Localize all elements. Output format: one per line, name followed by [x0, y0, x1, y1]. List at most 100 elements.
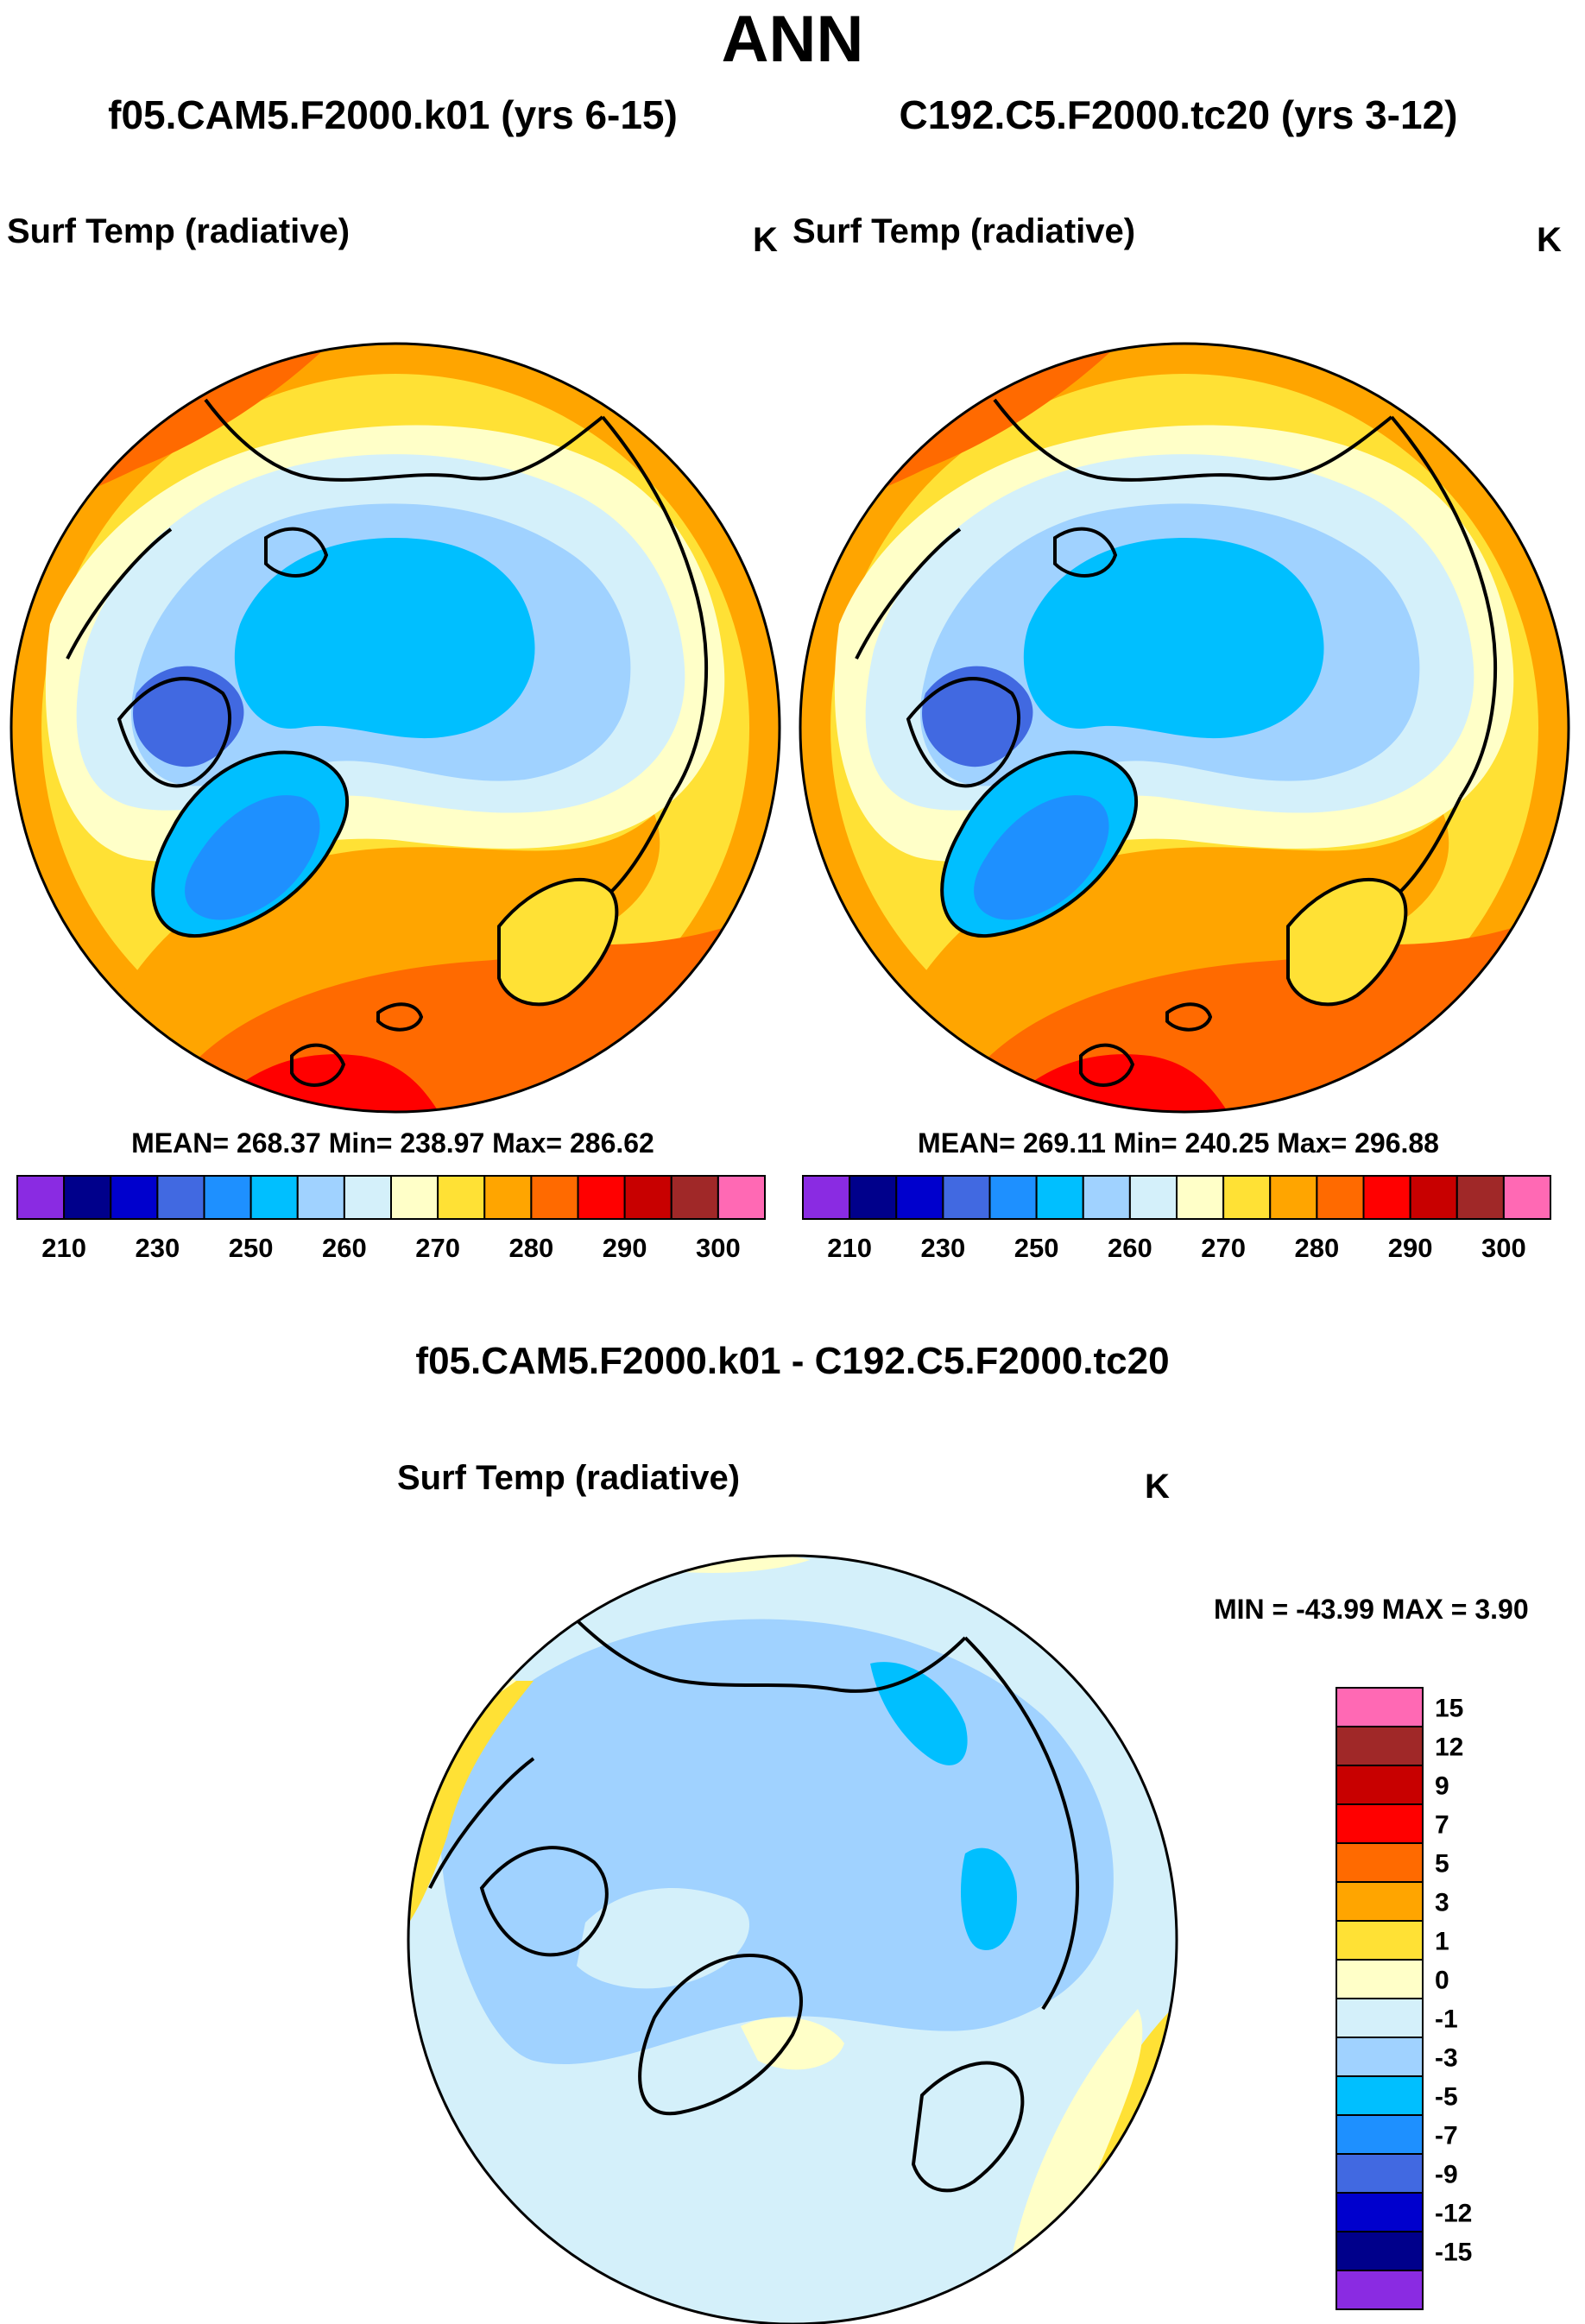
colorbar-tick-label-3-7: 0 — [1435, 1967, 1449, 1995]
colorbar-tick-label-3-8: -1 — [1435, 2005, 1458, 2034]
colorbar-swatch-1-15 — [717, 1175, 766, 1220]
colorbar-swatch-1-7 — [343, 1175, 392, 1220]
colorbar-swatch-2-12 — [1362, 1175, 1411, 1220]
colorbar-tick-label-3-4: 5 — [1435, 1850, 1449, 1879]
colorbar-swatch-1-10 — [483, 1175, 533, 1220]
colorbar-tick-label-3-0: 15 — [1435, 1695, 1463, 1723]
panel1-colorbar: 210 230 250 260 270 280 290 300 — [16, 1175, 766, 1263]
colorbar-swatch-1-3 — [156, 1175, 205, 1220]
colorbar-tick-label-3-9: -3 — [1435, 2044, 1458, 2073]
colorbar-tick-label-2-0: 210 — [827, 1233, 872, 1263]
diff-map-border — [407, 1554, 1178, 2324]
colorbar-swatch-3-6 — [1336, 1920, 1424, 1961]
colorbar-swatch-1-0 — [16, 1175, 66, 1220]
panel2-stats: MEAN= 269.11 Min= 240.25 Max= 296.88 — [918, 1127, 1439, 1159]
colorbar-tick-label-1-4: 270 — [415, 1233, 460, 1263]
colorbar-swatch-3-8 — [1336, 1998, 1424, 2038]
panel1-map-border — [9, 342, 781, 1114]
diff-title: f05.CAM5.F2000.k01 - C192.C5.F2000.tc20 — [415, 1340, 1170, 1382]
colorbar-tick-label-1-7: 300 — [696, 1233, 741, 1263]
colorbar-swatch-3-0 — [1336, 1687, 1424, 1727]
colorbar-swatch-2-10 — [1269, 1175, 1318, 1220]
colorbar-tick-label-1-5: 280 — [509, 1233, 554, 1263]
panel1-units: K — [753, 221, 778, 259]
colorbar-swatch-1-5 — [249, 1175, 299, 1220]
colorbar-tick-label-3-2: 9 — [1435, 1772, 1449, 1801]
panel1-stats: MEAN= 268.37 Min= 238.97 Max= 286.62 — [131, 1127, 654, 1159]
colorbar-tick-label-3-10: -5 — [1435, 2083, 1458, 2112]
colorbar-swatch-3-14 — [1336, 2231, 1424, 2271]
colorbar-tick-label-2-1: 230 — [921, 1233, 966, 1263]
diff-variable-label: Surf Temp (radiative) — [397, 1459, 741, 1497]
colorbar-swatch-2-2 — [895, 1175, 944, 1220]
colorbar-tick-label-1-6: 290 — [603, 1233, 647, 1263]
colorbar-swatch-1-8 — [390, 1175, 439, 1220]
colorbar-swatch-3-1 — [1336, 1726, 1424, 1766]
colorbar-swatch-1-13 — [623, 1175, 673, 1220]
colorbar-tick-label-1-1: 230 — [136, 1233, 180, 1263]
colorbar-tick-label-2-3: 260 — [1108, 1233, 1152, 1263]
colorbar-tick-label-2-7: 300 — [1481, 1233, 1526, 1263]
colorbar-swatch-2-13 — [1409, 1175, 1458, 1220]
colorbar-swatch-3-12 — [1336, 2153, 1424, 2194]
colorbar-swatch-3-2 — [1336, 1765, 1424, 1805]
colorbar-swatch-1-14 — [670, 1175, 719, 1220]
colorbar-swatch-3-15 — [1336, 2270, 1424, 2310]
colorbar-swatch-2-0 — [802, 1175, 851, 1220]
panel1-variable-label: Surf Temp (radiative) — [7, 212, 350, 250]
panel1-map — [11, 344, 780, 1112]
diff-units: K — [1145, 1468, 1170, 1506]
colorbar-swatch-3-3 — [1336, 1803, 1424, 1844]
colorbar-swatch-1-1 — [63, 1175, 112, 1220]
colorbar-tick-label-3-6: 1 — [1435, 1928, 1449, 1956]
colorbar-swatch-2-5 — [1035, 1175, 1084, 1220]
colorbar-tick-label-3-12: -9 — [1435, 2161, 1458, 2189]
diff-minmax: MIN = -43.99 MAX = 3.90 — [1214, 1594, 1529, 1625]
panel2-variable-label: Surf Temp (radiative) — [792, 212, 1136, 250]
colorbar-swatch-3-11 — [1336, 2114, 1424, 2155]
colorbar-swatch-3-10 — [1336, 2075, 1424, 2116]
colorbar-swatch-1-9 — [437, 1175, 486, 1220]
colorbar-swatch-1-11 — [530, 1175, 579, 1220]
colorbar-swatch-1-12 — [577, 1175, 626, 1220]
page-title: ANN — [721, 3, 864, 76]
colorbar-tick-label-3-1: 12 — [1435, 1734, 1463, 1762]
colorbar-tick-label-3-13: -12 — [1435, 2200, 1472, 2228]
colorbar-tick-label-1-0: 210 — [41, 1233, 86, 1263]
colorbar-swatch-2-7 — [1128, 1175, 1178, 1220]
colorbar-tick-label-2-5: 280 — [1295, 1233, 1340, 1263]
colorbar-swatch-2-1 — [849, 1175, 898, 1220]
colorbar-swatch-2-8 — [1176, 1175, 1225, 1220]
panel2-colorbar: 210 230 250 260 270 280 290 300 — [802, 1175, 1551, 1263]
colorbar-swatch-3-5 — [1336, 1881, 1424, 1922]
colorbar-swatch-1-2 — [110, 1175, 159, 1220]
colorbar-tick-label-2-4: 270 — [1201, 1233, 1246, 1263]
colorbar-swatch-2-3 — [942, 1175, 991, 1220]
colorbar-tick-label-3-11: -7 — [1435, 2122, 1458, 2150]
colorbar-swatch-2-6 — [1082, 1175, 1131, 1220]
colorbar-swatch-3-7 — [1336, 1959, 1424, 1999]
colorbar-tick-label-3-5: 3 — [1435, 1889, 1449, 1917]
panel2-units: K — [1537, 221, 1562, 259]
colorbar-tick-label-1-3: 260 — [322, 1233, 367, 1263]
panel2-map — [800, 344, 1569, 1112]
colorbar-swatch-2-11 — [1316, 1175, 1365, 1220]
colorbar-tick-label-2-6: 290 — [1388, 1233, 1433, 1263]
colorbar-swatch-3-9 — [1336, 2037, 1424, 2077]
colorbar-swatch-2-14 — [1456, 1175, 1505, 1220]
colorbar-swatch-3-4 — [1336, 1842, 1424, 1883]
colorbar-tick-label-3-3: 7 — [1435, 1811, 1449, 1840]
colorbar-swatch-2-15 — [1502, 1175, 1551, 1220]
colorbar-swatch-2-4 — [988, 1175, 1038, 1220]
diff-colorbar: 15 12 9 7 5 3 1 0 -1 -3 -5 -7 -9 -12 -15 — [1336, 1687, 1472, 2310]
colorbar-swatch-1-4 — [203, 1175, 252, 1220]
panel2-map-border — [799, 342, 1570, 1114]
panel1-case-title: f05.CAM5.F2000.k01 (yrs 6-15) — [108, 92, 678, 137]
colorbar-swatch-1-6 — [296, 1175, 345, 1220]
panel2-case-title: C192.C5.F2000.tc20 (yrs 3-12) — [899, 92, 1458, 137]
colorbar-tick-label-2-2: 250 — [1014, 1233, 1059, 1263]
colorbar-tick-label-1-2: 250 — [229, 1233, 274, 1263]
colorbar-swatch-2-9 — [1222, 1175, 1272, 1220]
colorbar-tick-label-3-14: -15 — [1435, 2239, 1472, 2267]
